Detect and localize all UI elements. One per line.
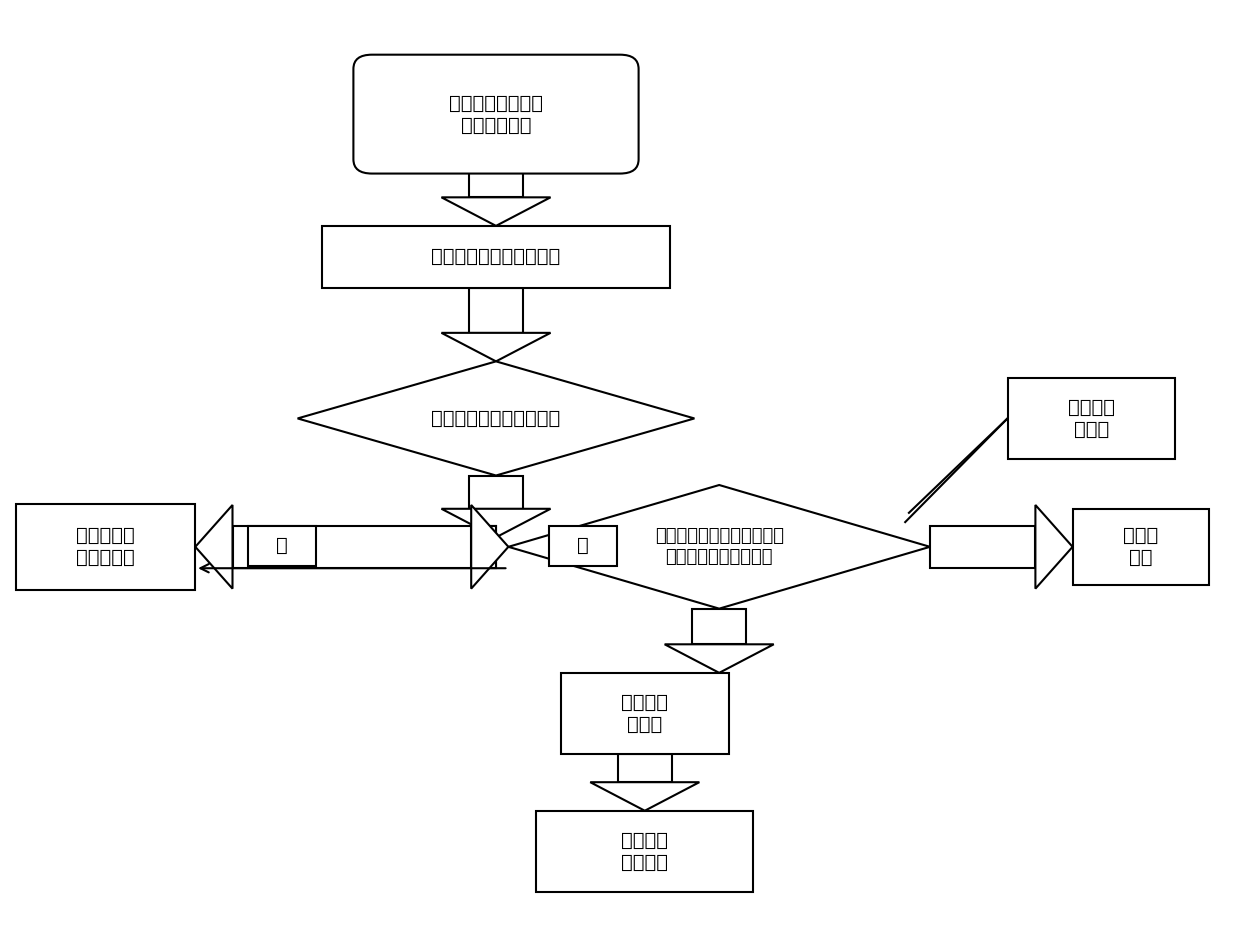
Polygon shape — [233, 526, 496, 568]
Polygon shape — [298, 361, 694, 476]
Polygon shape — [930, 526, 1035, 568]
Polygon shape — [692, 609, 746, 645]
Bar — [1007, 378, 1176, 458]
FancyBboxPatch shape — [353, 54, 639, 173]
Text: 否: 否 — [577, 536, 589, 555]
Text: 是: 是 — [277, 536, 288, 555]
Polygon shape — [469, 476, 523, 509]
Bar — [536, 810, 753, 892]
Text: 判断电压波形是否有击穿: 判断电压波形是否有击穿 — [432, 409, 560, 428]
Text: 主变无
异常: 主变无 异常 — [1123, 526, 1158, 568]
Text: 主变存在
绝缘缺陷: 主变存在 绝缘缺陷 — [621, 830, 668, 872]
Polygon shape — [471, 526, 496, 568]
Bar — [549, 526, 618, 566]
Polygon shape — [441, 198, 551, 226]
Text: 主绝缘或匝
间绝缘缺陷: 主绝缘或匝 间绝缘缺陷 — [76, 526, 135, 568]
Polygon shape — [665, 645, 774, 673]
Bar — [560, 673, 729, 753]
Polygon shape — [469, 287, 523, 333]
Polygon shape — [1035, 505, 1073, 589]
Text: 电容分压器获取电压波形: 电容分压器获取电压波形 — [432, 247, 560, 266]
Text: 无局放异
常信号: 无局放异 常信号 — [1068, 398, 1115, 439]
Polygon shape — [471, 505, 508, 589]
Polygon shape — [469, 160, 523, 198]
Polygon shape — [508, 485, 930, 609]
Bar — [1073, 509, 1209, 585]
Text: 判断套管次末屏电流信号及
铁芯自感知特高频信号: 判断套管次末屏电流信号及 铁芯自感知特高频信号 — [655, 528, 784, 566]
Bar — [322, 226, 670, 287]
Polygon shape — [590, 782, 699, 810]
Polygon shape — [441, 333, 551, 361]
Text: 有局放异
常信号: 有局放异 常信号 — [621, 692, 668, 734]
Polygon shape — [196, 505, 233, 589]
Bar — [16, 504, 196, 590]
Bar — [248, 526, 316, 566]
Text: 在高压绕组被试相
施加冲击电压: 在高压绕组被试相 施加冲击电压 — [449, 93, 543, 135]
Polygon shape — [441, 509, 551, 537]
Polygon shape — [618, 753, 672, 782]
